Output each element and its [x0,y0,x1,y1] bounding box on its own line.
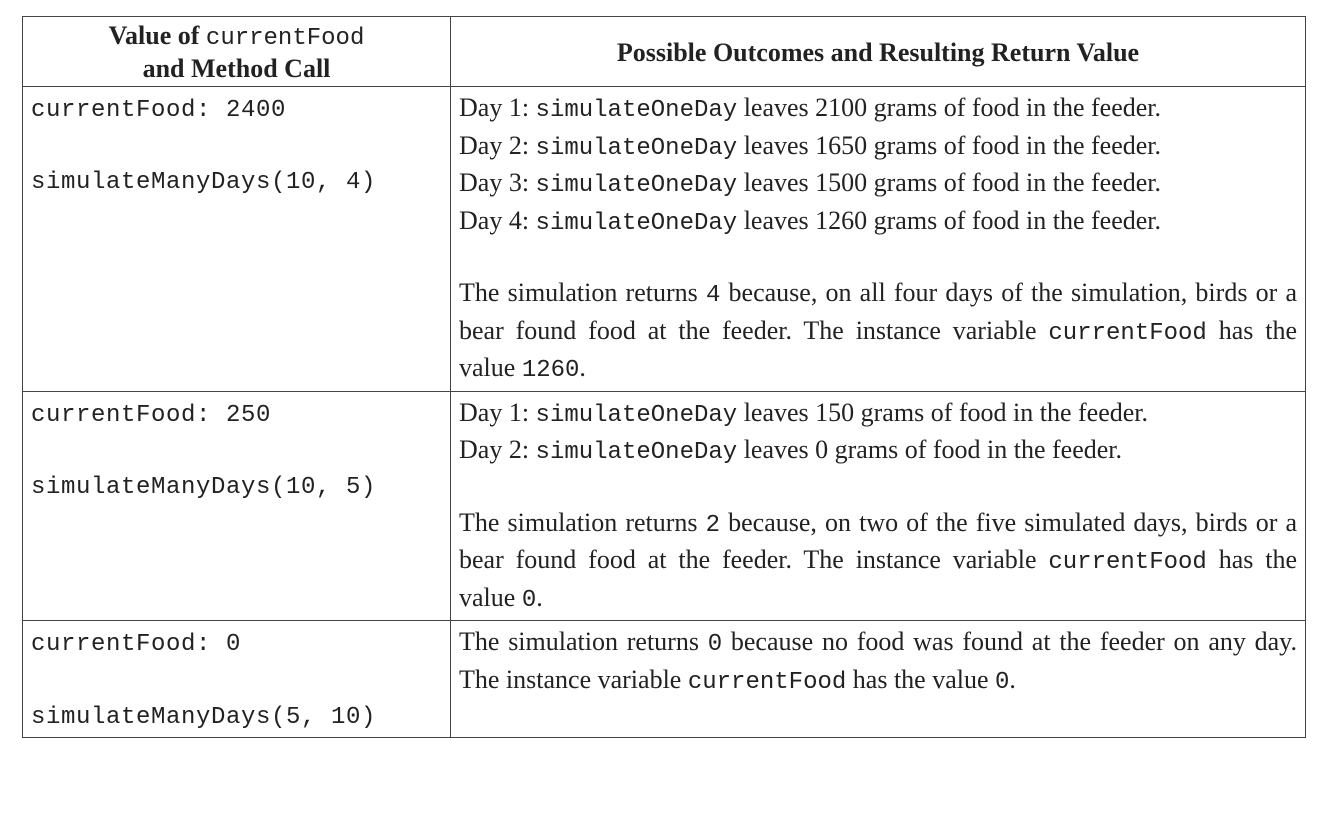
text: leaves 2100 grams of food in the feeder. [737,93,1161,122]
outcome-cell: Day 1: simulateOneDay leaves 150 grams o… [450,390,1306,622]
code-text: 0 [707,631,723,659]
outcome-cell: Day 1: simulateOneDay leaves 2100 grams … [450,86,1306,392]
code-text: 0 [521,586,537,614]
paragraph: Day 4: simulateOneDay leaves 1260 grams … [459,204,1297,242]
code-text: simulateManyDays(5, 10) [31,703,377,731]
text-block: simulateManyDays(10, 4) [31,163,442,201]
text: . [1009,664,1016,694]
text: Value of [108,21,206,50]
text-block: currentFood: 0 [31,625,442,663]
text: has the value [459,545,1297,612]
code-text: currentFood: 2400 [31,97,287,124]
paragraph: currentFood: 0 [31,625,442,663]
text: because no food was found at the feeder … [459,627,1297,694]
text-block: Possible Outcomes and Resulting Return V… [459,38,1297,68]
text: Day 3: [459,168,536,198]
text: Day 2: [459,130,536,160]
text: has the value [846,664,996,694]
table-body: currentFood: 2400 simulateManyDays(10, 4)… [22,86,1306,739]
text-block: Value of currentFood and Method Call [31,21,442,84]
paragraph: and Method Call [31,54,442,84]
text-block: Day 1: simulateOneDay leaves 2100 grams … [459,91,1297,241]
method-call-cell: currentFood: 2400 simulateManyDays(10, 4) [22,86,451,392]
paragraph: The simulation returns 4 because, on all… [459,276,1297,389]
text: leaves 1650 grams of food in the feeder. [737,130,1161,160]
text-block: simulateManyDays(10, 5) [31,468,442,506]
text: Day 2: [459,435,536,465]
outcome-cell: The simulation returns 0 because no food… [450,620,1306,739]
text: The simulation returns [459,277,706,307]
paragraph: The simulation returns 0 because no food… [459,625,1297,700]
text: and Method Call [142,54,331,83]
code-text: simulateOneDay [535,172,738,200]
text-block: The simulation returns 2 because, on two… [459,506,1297,619]
text: Day 1: [459,397,536,427]
code-text: simulateOneDay [535,439,738,467]
code-text: simulateManyDays(10, 5) [31,473,377,501]
code-text: currentFood [205,25,365,52]
text: because, on two of the five simulated da… [459,507,1297,575]
code-text: simulateOneDay [535,401,738,429]
code-text: simulateOneDay [535,134,738,162]
paragraph: Day 3: simulateOneDay leaves 1500 grams … [459,166,1297,204]
text: leaves 1500 grams of food in the feeder. [737,168,1161,198]
paragraph: currentFood: 2400 [31,91,442,129]
text: leaves 150 grams of food in the feeder. [737,397,1148,427]
text-block: currentFood: 2400 [31,91,442,129]
code-text: simulateOneDay [535,97,738,124]
table-row: currentFood: 0 simulateManyDays(5, 10) The… [22,620,1306,739]
method-call-cell: currentFood: 0 simulateManyDays(5, 10) [22,620,451,739]
paragraph: Value of currentFood [31,21,442,54]
header-row: Value of currentFood and Method Call Possi… [22,16,1306,87]
code-text: 2 [705,511,721,539]
code-text: 0 [995,668,1010,696]
code-text: currentFood: 250 [31,401,272,429]
paragraph: Day 1: simulateOneDay leaves 2100 grams … [459,91,1297,129]
text: leaves 0 grams of food in the feeder. [737,435,1122,465]
table-row: currentFood: 2400 simulateManyDays(10, 4)… [22,86,1306,392]
text: has the value [459,315,1297,383]
text-block: The simulation returns 0 because no food… [459,625,1297,700]
text: because, on all four days of the simulat… [459,277,1297,345]
code-text: currentFood: 0 [31,631,242,659]
code-text: simulateOneDay [535,209,738,237]
text: Day 4: [459,205,536,235]
text: The simulation returns [459,627,708,657]
paragraph: The simulation returns 2 because, on two… [459,506,1297,619]
text-block: Day 1: simulateOneDay leaves 150 grams o… [459,396,1297,471]
paragraph: Day 1: simulateOneDay leaves 150 grams o… [459,396,1297,434]
paragraph: simulateManyDays(10, 4) [31,163,442,201]
paragraph: Day 2: simulateOneDay leaves 0 grams of … [459,433,1297,471]
paragraph: Possible Outcomes and Resulting Return V… [459,38,1297,68]
text-block: The simulation returns 4 because, on all… [459,276,1297,389]
code-text: simulateManyDays(10, 4) [31,169,377,197]
code-text: currentFood [1048,549,1207,577]
method-call-cell: currentFood: 250 simulateManyDays(10, 5) [22,390,451,622]
code-text: 4 [705,281,721,309]
code-text: 1260 [521,357,580,385]
text: Day 1: [459,93,536,122]
code-text: currentFood [687,668,847,696]
outcomes-table: Value of currentFood and Method Call Possi… [22,16,1306,739]
table-row: currentFood: 250 simulateManyDays(10, 5) D… [22,390,1306,622]
paragraph: simulateManyDays(10, 5) [31,468,442,506]
paragraph: Day 2: simulateOneDay leaves 1650 grams … [459,129,1297,167]
code-text: currentFood [1048,319,1207,347]
paragraph: currentFood: 250 [31,396,442,434]
text-block: simulateManyDays(5, 10) [31,698,442,736]
header-cell: Possible Outcomes and Resulting Return V… [450,16,1306,87]
text: . [579,353,586,383]
text: The simulation returns [459,507,706,537]
paragraph: simulateManyDays(5, 10) [31,698,442,736]
text: Possible Outcomes and Resulting Return V… [616,37,1140,67]
text-block: currentFood: 250 [31,396,442,434]
text: leaves 1260 grams of food in the feeder. [737,205,1161,235]
text: . [536,582,543,612]
header-cell: Value of currentFood and Method Call [22,16,451,87]
